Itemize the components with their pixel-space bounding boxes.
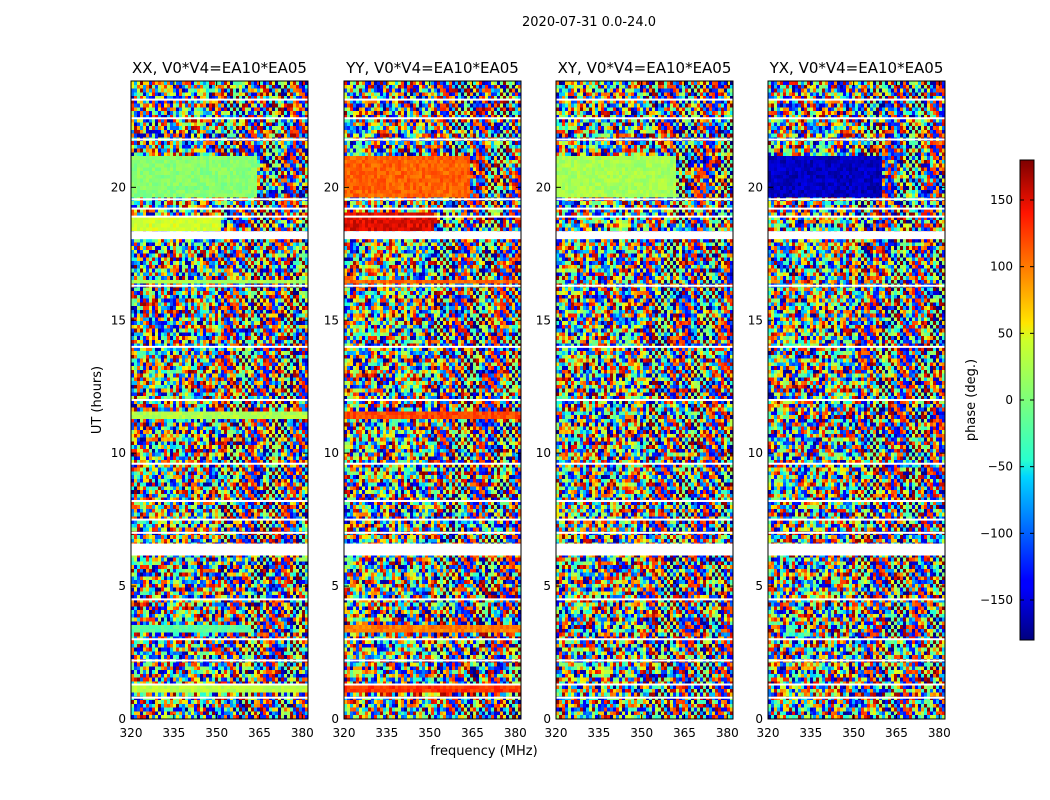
colorbar-label: phase (deg.) — [964, 359, 979, 441]
flagged-gap — [768, 231, 945, 240]
colorbar-tick-label: 0 — [1005, 393, 1013, 407]
x-tick-label: 320 — [120, 726, 143, 740]
colorbar-tick-label: 150 — [990, 193, 1013, 207]
colorbar: −150 −100 −50 0 50 100 150 phase (deg.) — [964, 159, 1035, 641]
x-tick-label: 320 — [545, 726, 568, 740]
figure-suptitle: 2020-07-31 0.0-24.0 — [522, 15, 656, 30]
x-tick-label: 350 — [205, 726, 228, 740]
y-tick-label: 0 — [331, 712, 339, 726]
x-tick-label: 335 — [162, 726, 185, 740]
x-tick-label: 335 — [375, 726, 398, 740]
x-tick-label: 350 — [630, 726, 653, 740]
x-tick-label: 380 — [291, 726, 314, 740]
x-tick-label: 365 — [673, 726, 696, 740]
y-tick-label: 20 — [111, 180, 126, 194]
y-axis-label: UT (hours) — [90, 366, 105, 434]
panel-1: XX, V0*V4=EA10*EA05 320 335 350 365 380 0 5 10 15… — [111, 59, 314, 740]
flagged-gap — [556, 543, 733, 556]
x-tick-label: 350 — [842, 726, 865, 740]
panel-frame — [130, 80, 309, 720]
y-tick-label: 0 — [755, 712, 763, 726]
colorbar-ticks: −150 −100 −50 0 50 100 150 — [980, 193, 1034, 607]
flagged-gap — [131, 543, 308, 556]
colorbar-tick-label: 100 — [990, 260, 1013, 274]
y-tick-label: 5 — [755, 579, 763, 593]
x-tick-label: 350 — [418, 726, 441, 740]
panel-frame — [555, 80, 734, 720]
x-axis-label: frequency (MHz) — [430, 744, 537, 759]
y-tick-label: 10 — [111, 446, 126, 460]
y-tick-label: 0 — [118, 712, 126, 726]
x-tick-label: 380 — [504, 726, 527, 740]
flagged-gap — [556, 231, 733, 240]
panel-title: YX, V0*V4=EA10*EA05 — [769, 59, 944, 77]
panel-2: YY, V0*V4=EA10*EA05 320 335 350 365 380 0 5 10 15… — [324, 59, 527, 740]
flagged-gap — [344, 231, 521, 240]
panel-3: XY, V0*V4=EA10*EA05 320 335 350 365 380 0 5 10 15… — [536, 59, 739, 740]
flagged-gap — [344, 543, 521, 556]
y-tick-label: 20 — [324, 180, 339, 194]
shared-labels: UT (hours) frequency (MHz) — [90, 366, 538, 759]
x-tick-label: 320 — [333, 726, 356, 740]
x-tick-label: 380 — [716, 726, 739, 740]
y-tick-label: 10 — [324, 446, 339, 460]
colorbar-tick-label: 50 — [998, 326, 1013, 340]
colorbar-tick-label: −150 — [980, 593, 1013, 607]
x-tick-label: 335 — [799, 726, 822, 740]
flagged-gap — [768, 543, 945, 556]
flagged-gap — [131, 231, 308, 240]
x-tick-label: 320 — [757, 726, 780, 740]
y-tick-label: 15 — [748, 313, 763, 327]
x-tick-label: 365 — [461, 726, 484, 740]
colorbar-tick-label: −50 — [988, 460, 1013, 474]
panel-frame — [767, 80, 946, 720]
y-tick-label: 15 — [111, 313, 126, 327]
y-tick-label: 10 — [536, 446, 551, 460]
y-tick-label: 15 — [536, 313, 551, 327]
y-tick-label: 5 — [543, 579, 551, 593]
panel-frame — [343, 80, 522, 720]
y-tick-label: 10 — [748, 446, 763, 460]
x-tick-label: 380 — [928, 726, 951, 740]
panel-title: YY, V0*V4=EA10*EA05 — [345, 59, 519, 77]
panel-4: YX, V0*V4=EA10*EA05 320 335 350 365 380 0 5 10 15… — [748, 59, 951, 740]
y-tick-label: 5 — [331, 579, 339, 593]
x-tick-label: 365 — [248, 726, 271, 740]
x-tick-label: 335 — [587, 726, 610, 740]
x-tick-label: 365 — [885, 726, 908, 740]
y-tick-label: 20 — [536, 180, 551, 194]
y-tick-label: 5 — [118, 579, 126, 593]
y-tick-label: 0 — [543, 712, 551, 726]
y-tick-label: 20 — [748, 180, 763, 194]
panel-title: XY, V0*V4=EA10*EA05 — [558, 59, 732, 77]
panels: XX, V0*V4=EA10*EA05 320 335 350 365 380 0 5 10 15… — [111, 59, 951, 740]
colorbar-tick-label: −100 — [980, 526, 1013, 540]
panel-title: XX, V0*V4=EA10*EA05 — [132, 59, 307, 77]
y-tick-label: 15 — [324, 313, 339, 327]
